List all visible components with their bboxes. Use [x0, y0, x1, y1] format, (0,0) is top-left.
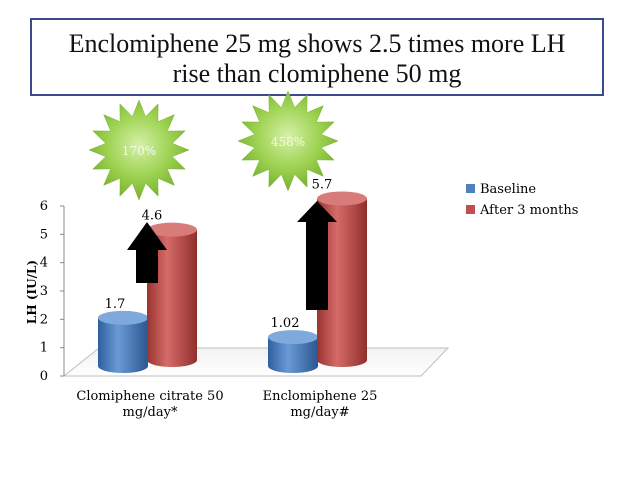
bar-after-0	[147, 222, 197, 367]
bar-series: 1.7 1.02 4.6 5.7	[98, 178, 367, 373]
data-label: 5.7	[312, 178, 333, 193]
x-category-label: Clomiphene citrate 50	[76, 389, 223, 404]
legend-label-baseline: Baseline	[480, 182, 536, 197]
bar-top	[317, 191, 367, 206]
callout-star-1: 170%	[88, 99, 190, 201]
bar-body	[317, 198, 367, 367]
bar-baseline-1	[268, 330, 318, 373]
y-axis-ticks: 0 1 2 3 4 5 6	[40, 199, 64, 384]
bar-top	[268, 330, 318, 345]
callout-star-2: 458%	[237, 90, 339, 192]
title-box: Enclomiphene 25 mg shows 2.5 times more …	[30, 18, 604, 96]
y-tick-label: 4	[40, 256, 48, 271]
bar-body	[98, 317, 148, 373]
bar-after-1	[317, 191, 367, 367]
data-label: 1.7	[105, 297, 126, 312]
y-tick-label: 6	[40, 199, 48, 214]
arrow-shape	[127, 222, 167, 283]
y-tick-label: 2	[40, 312, 48, 327]
y-tick-label: 5	[40, 227, 48, 242]
legend: Baseline After 3 months	[466, 182, 578, 218]
title-line-1: Enclomiphene 25 mg shows 2.5 times more …	[68, 29, 566, 58]
legend-swatch-after	[466, 205, 475, 214]
bar-body	[268, 337, 318, 373]
callout-label-2: 458%	[271, 135, 305, 149]
up-arrow-1	[127, 222, 167, 283]
up-arrow-2	[297, 201, 337, 310]
starburst-shape	[237, 90, 339, 192]
y-axis-label: LH (IU/L)	[25, 260, 39, 324]
bar-top	[147, 222, 197, 237]
x-category-label: Enclomiphene 25	[263, 389, 378, 404]
y-tick-label: 0	[40, 369, 48, 384]
data-label: 4.6	[142, 209, 163, 224]
y-tick-label: 1	[40, 341, 48, 356]
legend-label-after: After 3 months	[479, 203, 578, 218]
data-label: 1.02	[271, 316, 300, 331]
title-line-2: rise than clomiphene 50 mg	[172, 59, 462, 88]
x-category-label: mg/day#	[290, 405, 349, 420]
legend-swatch-baseline	[466, 184, 475, 193]
bar-top	[98, 310, 148, 325]
y-tick-label: 3	[40, 284, 48, 299]
starburst-shape	[88, 99, 190, 201]
bar-baseline-0	[98, 310, 148, 373]
x-category-label: mg/day*	[123, 405, 178, 420]
arrow-shape	[297, 201, 337, 310]
callout-label-1: 170%	[122, 144, 156, 158]
bar-body	[147, 229, 197, 367]
